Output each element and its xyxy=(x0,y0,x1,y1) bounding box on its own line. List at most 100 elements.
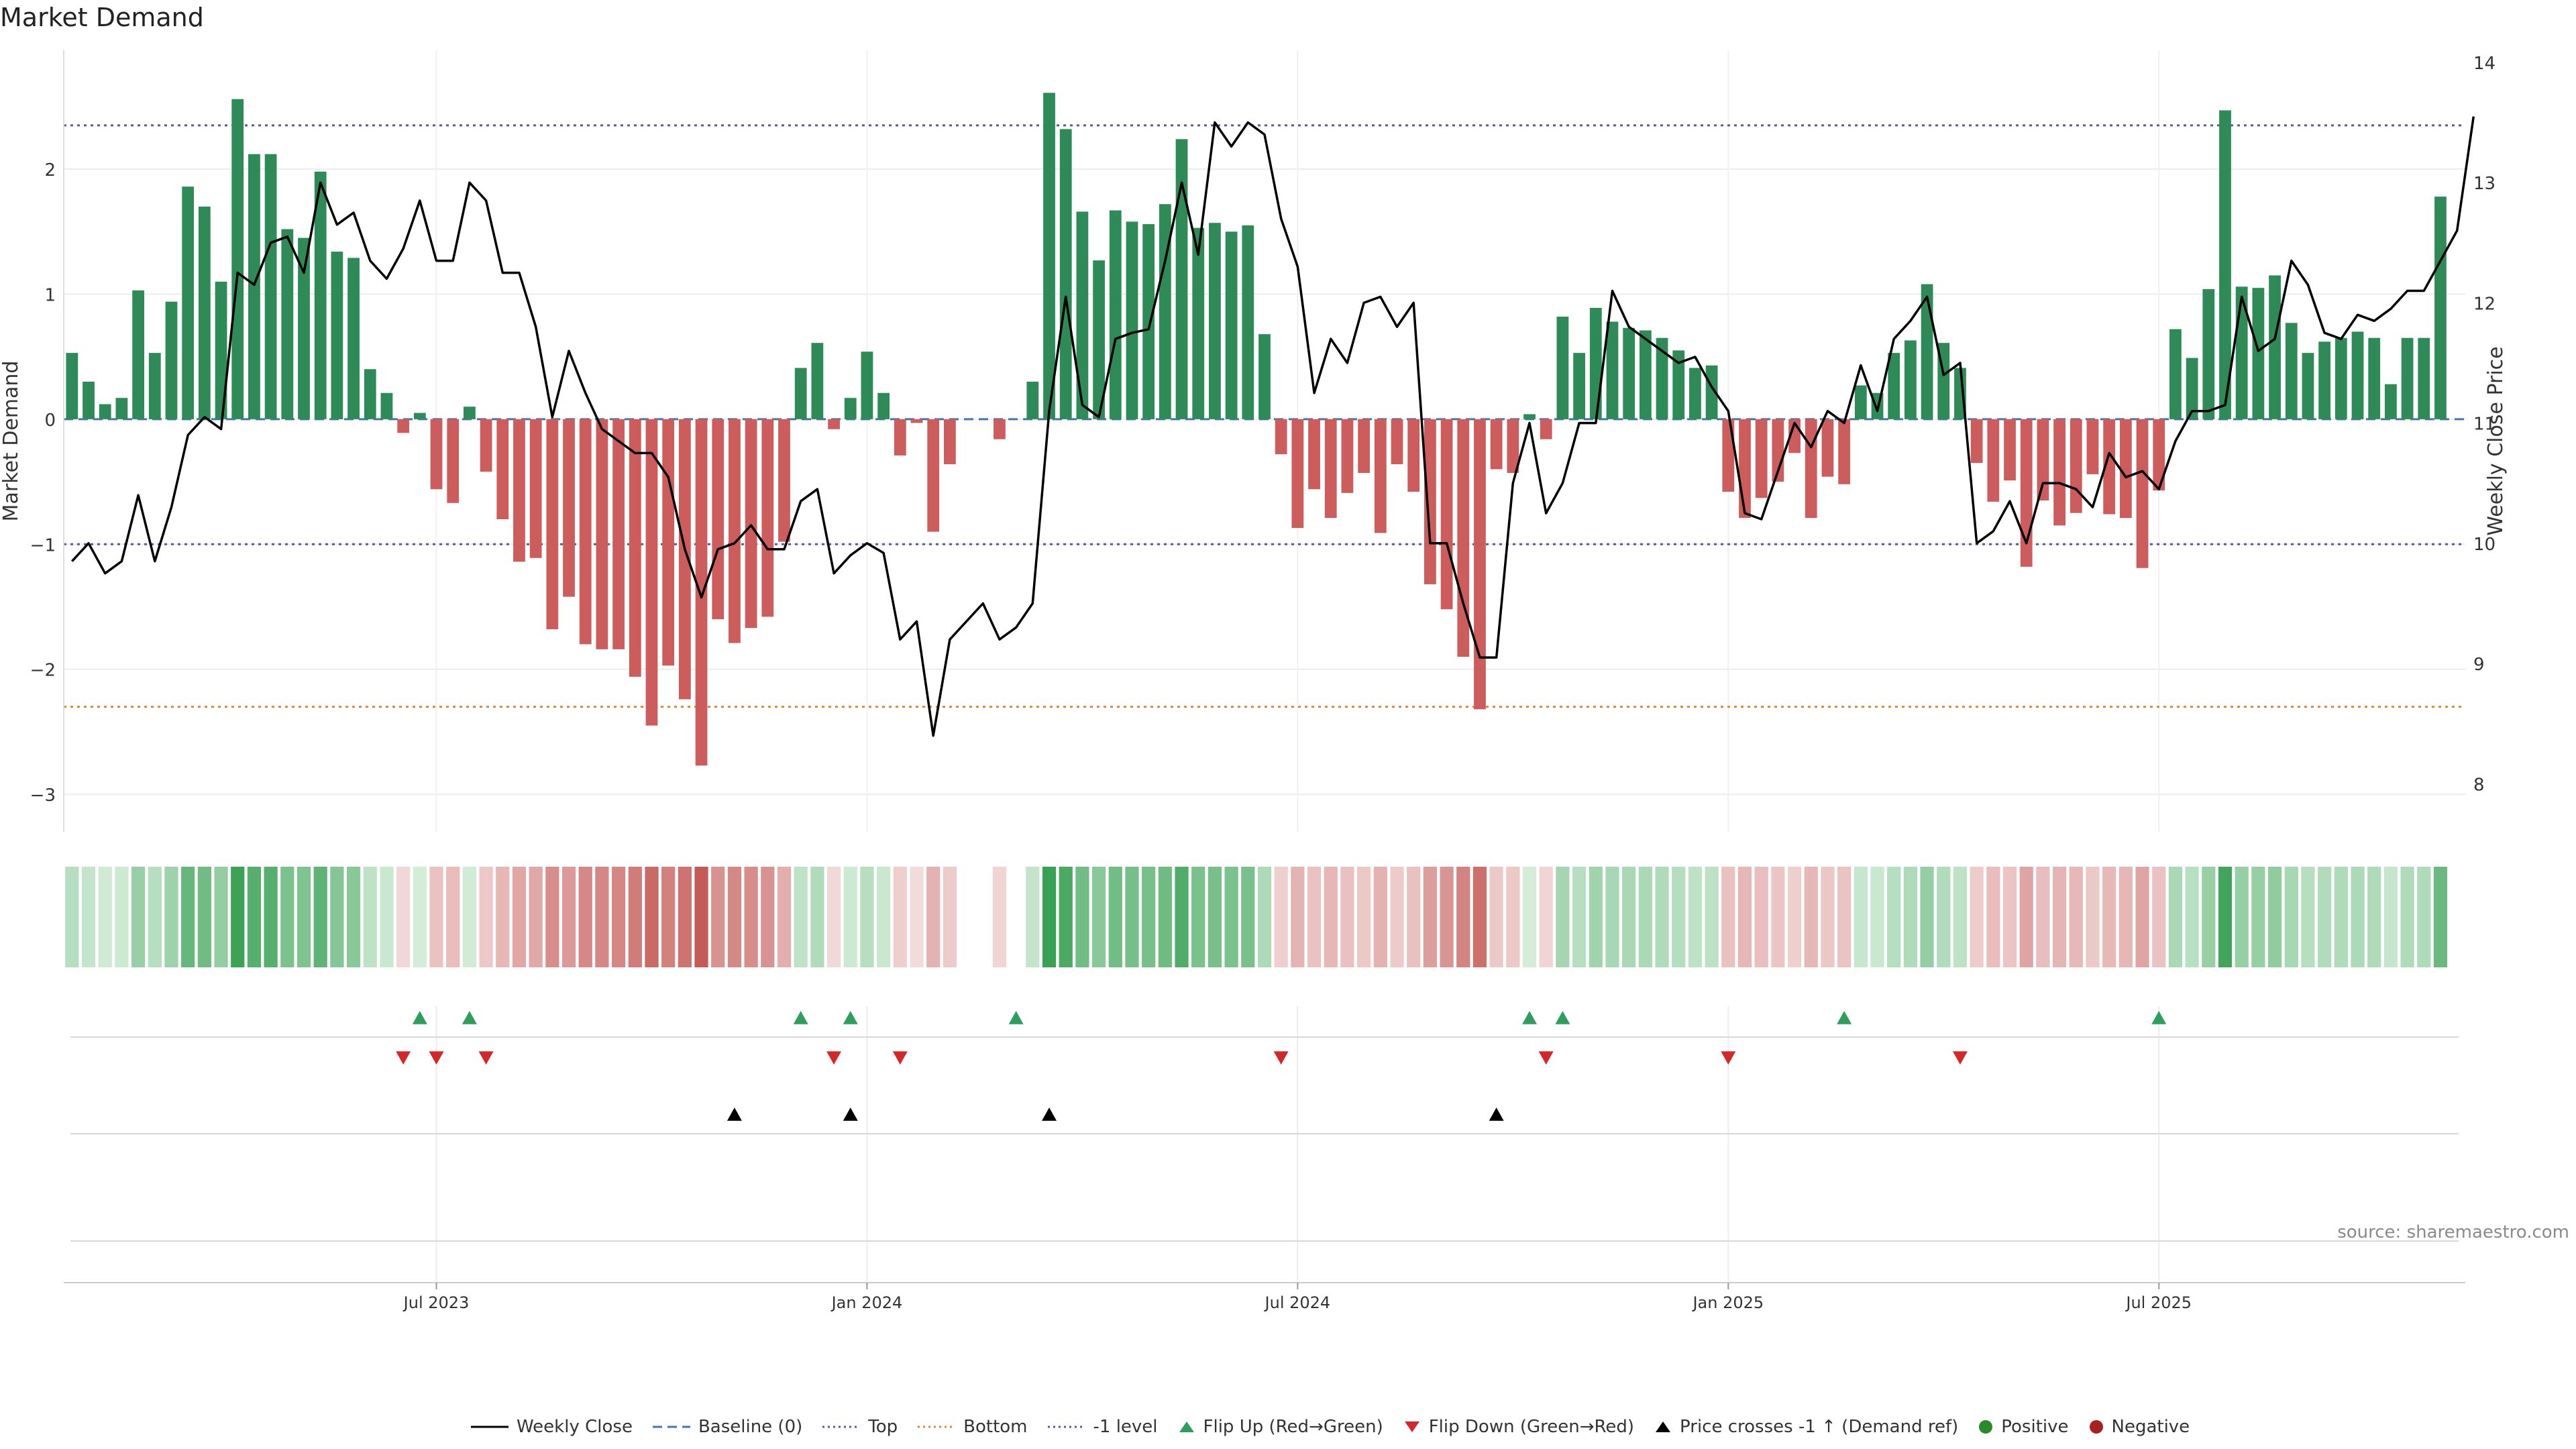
demand-bar xyxy=(894,419,906,455)
x-tick-label: Jul 2023 xyxy=(402,1293,470,1312)
heat-cell xyxy=(2168,867,2183,967)
demand-bar xyxy=(1258,334,1271,419)
demand-bar xyxy=(2136,419,2149,568)
heat-cell xyxy=(81,867,96,967)
demand-bar xyxy=(1109,210,1122,419)
demand-bar xyxy=(447,419,460,503)
heat-cell xyxy=(2318,867,2332,967)
heat-cell xyxy=(1489,867,1503,967)
heat-cell xyxy=(1589,867,1603,967)
heat-cell xyxy=(711,867,725,967)
demand-bar xyxy=(1705,365,1718,419)
demand-bar xyxy=(1192,227,1205,419)
flip-up-marker xyxy=(843,1011,858,1024)
demand-bar xyxy=(645,419,658,726)
heat-cell xyxy=(1091,867,1106,967)
flip-down-marker xyxy=(826,1051,842,1065)
demand-bar xyxy=(148,353,161,419)
heat-cell xyxy=(1075,867,1089,967)
heat-cell xyxy=(1274,867,1288,967)
heat-cell xyxy=(611,867,626,967)
legend-label: Negative xyxy=(2111,1417,2190,1437)
x-tick-label: Jul 2025 xyxy=(2125,1293,2192,1312)
heat-cell xyxy=(1373,867,1387,967)
legend-flip-down: Flip Down (Green→Red) xyxy=(1402,1417,1634,1437)
flip-up-marker xyxy=(462,1011,477,1024)
heat-cell xyxy=(2036,867,2050,967)
chart-title: Market Demand xyxy=(0,3,204,32)
demand-bar xyxy=(1507,419,1519,474)
heat-cell xyxy=(1953,867,1968,967)
heat-cell xyxy=(1771,867,1785,967)
demand-bar xyxy=(1209,223,1221,419)
demand-bar xyxy=(1888,353,1900,419)
demand-bar xyxy=(2334,337,2347,419)
heat-cell xyxy=(131,867,146,967)
heat-cell xyxy=(877,867,891,967)
demand-bar xyxy=(828,419,840,429)
legend-label: -1 level xyxy=(1093,1417,1158,1437)
demand-bar xyxy=(2368,337,2381,419)
demand-bar xyxy=(1755,419,1768,498)
heat-cell xyxy=(860,867,874,967)
heat-cell xyxy=(1705,867,1719,967)
heat-cell xyxy=(1556,867,1570,967)
heat-cell xyxy=(1440,867,1454,967)
heat-cell xyxy=(744,867,758,967)
heat-cell xyxy=(1787,867,1802,967)
heat-cell xyxy=(1605,867,1619,967)
heat-cell xyxy=(247,867,262,967)
heat-cell xyxy=(2367,867,2381,967)
legend-label: Weekly Close xyxy=(517,1417,633,1437)
heat-cell xyxy=(231,867,245,967)
demand-bar xyxy=(99,404,111,419)
heat-cell xyxy=(1324,867,1338,967)
heat-cell xyxy=(1208,867,1222,967)
heat-cell xyxy=(2417,867,2431,967)
heat-cell xyxy=(1158,867,1172,967)
legend: Weekly Close Baseline (0) Top Bottom -1 … xyxy=(470,1417,2208,1437)
heat-cell xyxy=(1059,867,1073,967)
demand-bar xyxy=(1043,93,1055,419)
demand-bar xyxy=(1374,419,1387,533)
demand-bar xyxy=(281,229,294,419)
heat-cell xyxy=(1622,867,1636,967)
demand-bar xyxy=(2037,419,2049,501)
grid-layer xyxy=(64,50,2465,1281)
y-tick-label: 2 xyxy=(44,160,56,180)
demand-bar xyxy=(861,352,873,419)
heat-cell xyxy=(926,867,941,967)
demand-bar xyxy=(1589,307,1602,419)
legend-minus-one: -1 level xyxy=(1046,1417,1158,1437)
heat-cell xyxy=(1257,867,1272,967)
demand-bar xyxy=(2351,331,2364,419)
heat-cell xyxy=(1042,867,1057,967)
heat-cell xyxy=(727,867,742,967)
heat-cell xyxy=(1456,867,1470,967)
price-line xyxy=(71,116,2475,737)
heat-strip-layer xyxy=(65,867,2448,967)
heat-cell xyxy=(264,867,278,967)
legend-label: Top xyxy=(868,1417,898,1437)
demand-bar xyxy=(729,419,741,643)
demand-bar xyxy=(546,419,559,630)
demand-bar xyxy=(2020,419,2033,567)
heat-cell xyxy=(479,867,493,967)
heat-cell xyxy=(148,867,162,967)
demand-bar xyxy=(1076,211,1089,419)
y-tick-label: −1 xyxy=(30,535,56,555)
demand-bar xyxy=(1838,419,1851,484)
heat-cell xyxy=(1986,867,2000,967)
demand-bar xyxy=(2070,419,2082,513)
heat-cell xyxy=(2383,867,2398,967)
price-cross-marker xyxy=(1489,1108,1504,1121)
heat-cell xyxy=(1472,867,1487,967)
heat-cell xyxy=(1572,867,1587,967)
heat-cell xyxy=(2301,867,2315,967)
heat-cell xyxy=(98,867,112,967)
demand-bar xyxy=(1225,231,1238,419)
heat-cell xyxy=(496,867,510,967)
demand-bar xyxy=(1324,419,1337,519)
demand-bar xyxy=(1126,221,1138,419)
y2-tick-label: 10 xyxy=(2473,535,2496,555)
